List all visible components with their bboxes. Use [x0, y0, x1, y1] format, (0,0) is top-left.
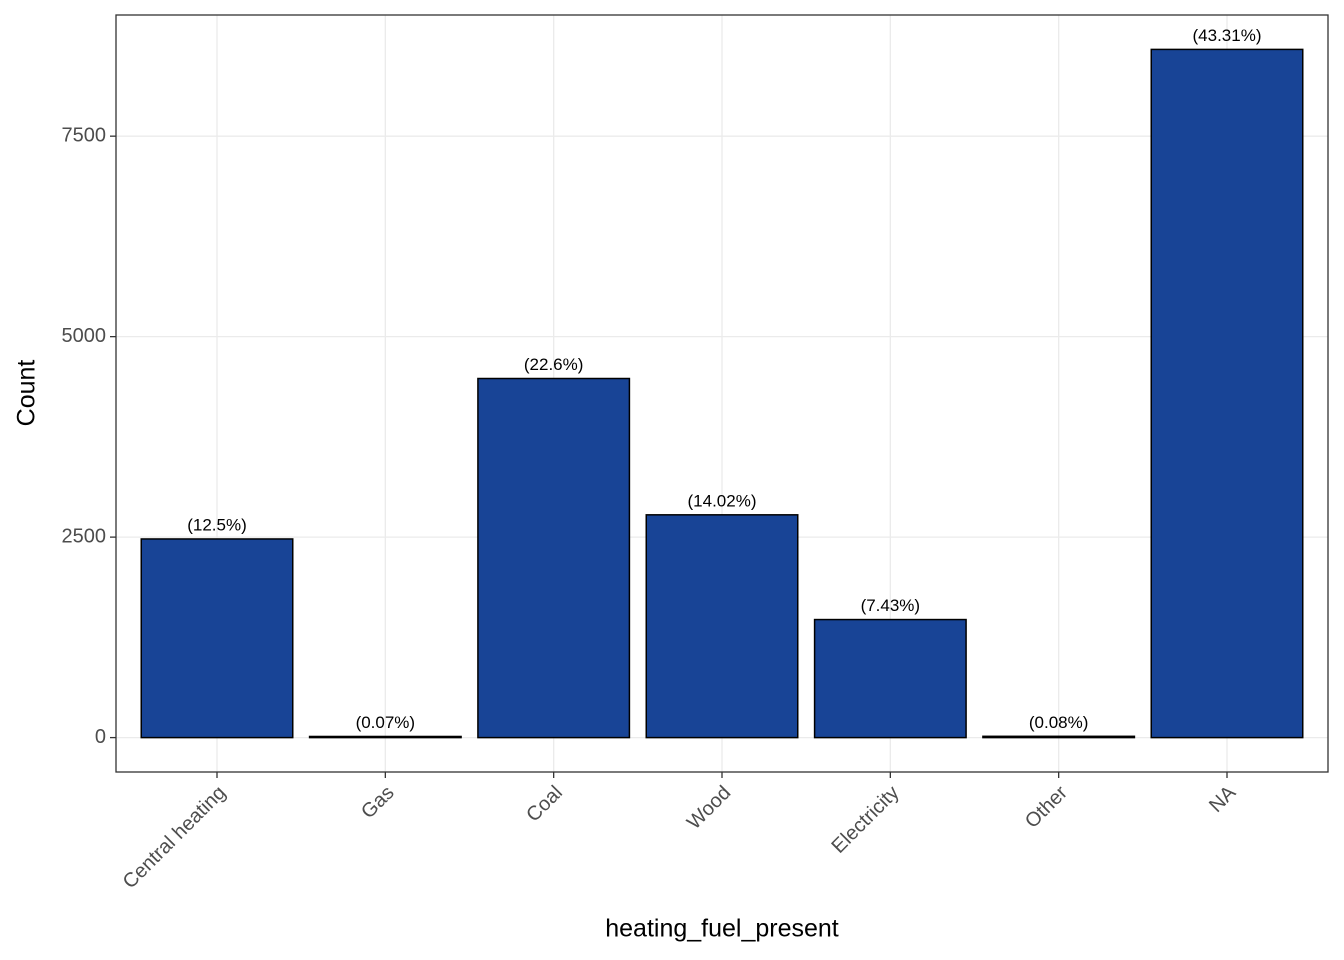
x-tick-label: NA — [1205, 781, 1241, 817]
value-label: (14.02%) — [688, 491, 757, 510]
value-label: (0.07%) — [356, 713, 416, 732]
x-tick-label: Other — [1021, 781, 1072, 832]
value-label: (7.43%) — [861, 596, 921, 615]
panel-border — [115, 14, 1329, 773]
y-tick-label: 5000 — [62, 325, 107, 347]
x-tick-label: Wood — [683, 782, 735, 834]
bar — [140, 538, 294, 739]
bar — [477, 377, 631, 739]
y-tick-label: 2500 — [62, 525, 107, 547]
bar — [308, 735, 462, 739]
x-tick-label: Central heating — [119, 782, 230, 893]
value-label: (22.6%) — [524, 355, 584, 374]
bar — [645, 514, 799, 739]
x-tick-label: Coal — [522, 782, 567, 827]
value-label: (0.08%) — [1029, 713, 1089, 732]
x-tick-label: Electricity — [828, 782, 904, 858]
x-tick-label: Gas — [357, 782, 398, 823]
y-tick-label: 7500 — [62, 124, 107, 146]
x-axis-title: heating_fuel_present — [605, 915, 839, 943]
value-label: (43.31%) — [1193, 26, 1262, 45]
bar — [813, 618, 967, 739]
value-label: (12.5%) — [187, 515, 247, 534]
y-tick-label: 0 — [95, 726, 106, 748]
bar — [1150, 48, 1304, 739]
y-axis-title: Count — [13, 360, 41, 427]
bar — [982, 735, 1136, 739]
